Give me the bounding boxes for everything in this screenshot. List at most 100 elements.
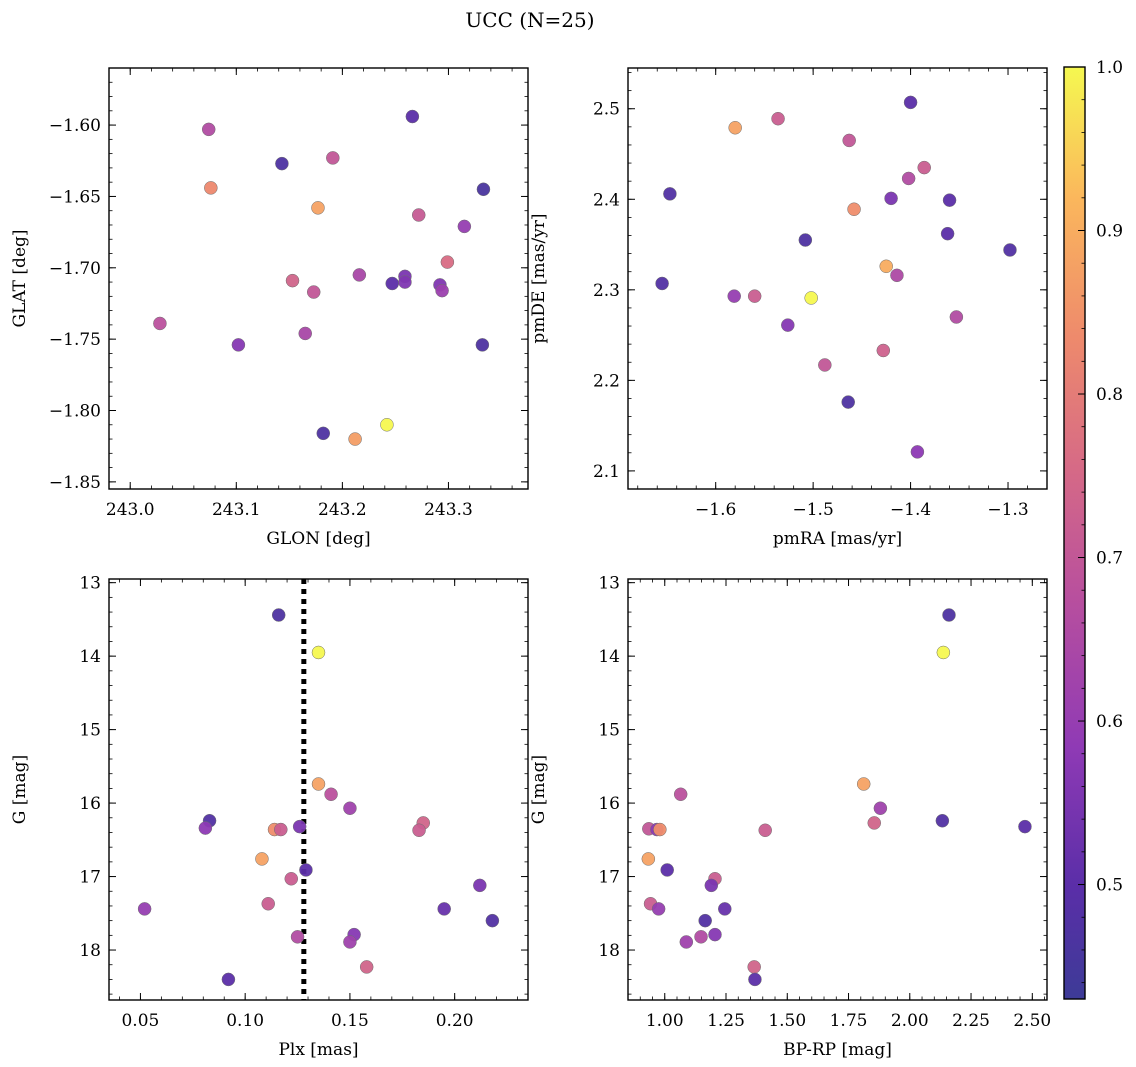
x-tick-label: 2.00 bbox=[891, 1011, 929, 1031]
scatter-point bbox=[198, 821, 213, 835]
scatter-point bbox=[679, 935, 694, 949]
scatter-point bbox=[485, 913, 500, 928]
scatter-point bbox=[879, 259, 893, 274]
y-tick-label: −1.70 bbox=[49, 259, 101, 279]
colorbar-tick-label: 0.9 bbox=[1096, 222, 1123, 242]
scatter-point bbox=[298, 326, 312, 341]
scatter-point bbox=[641, 852, 656, 866]
y-tick-label: 14 bbox=[79, 647, 101, 667]
scatter-point bbox=[708, 927, 722, 942]
scatter-point bbox=[204, 181, 218, 195]
figure-title: UCC (N=25) bbox=[465, 8, 594, 32]
colorbar-tick-label: 0.8 bbox=[1096, 385, 1123, 405]
axes-frame bbox=[108, 578, 529, 1001]
scatter-point bbox=[651, 902, 666, 916]
panel-bottom-left: 0.05 0.10 0.15 0.20 13 14 15 16 17 18 Plx [mas] G [… bbox=[10, 574, 529, 1060]
scatter-point bbox=[311, 201, 325, 215]
x-tick-label: 243.2 bbox=[318, 500, 367, 520]
scatter-point bbox=[473, 878, 487, 893]
y-tick-label: −1.85 bbox=[49, 473, 101, 493]
y-tick-label: 2.5 bbox=[593, 100, 620, 120]
scatter-point bbox=[292, 819, 307, 834]
y-tick-label: 2.3 bbox=[593, 281, 620, 301]
x-tick-label: 1.25 bbox=[707, 1011, 745, 1031]
scatter-point bbox=[935, 813, 950, 828]
scatter-point bbox=[718, 902, 732, 916]
scatter-point bbox=[698, 913, 712, 928]
scatter-point bbox=[781, 318, 795, 332]
y-tick-label: 16 bbox=[79, 794, 101, 814]
y-tick-label: 14 bbox=[598, 647, 620, 667]
y-tick-label: 16 bbox=[598, 794, 620, 814]
scatter-point bbox=[153, 316, 167, 331]
y-tick-label: 17 bbox=[79, 868, 101, 888]
y-tick-label: 13 bbox=[79, 574, 101, 594]
panel-bottom-right: 1.00 1.25 1.50 1.75 2.00 2.25 2.50 13 14 15 16 17 18… bbox=[529, 574, 1051, 1060]
scatter-point bbox=[873, 801, 888, 815]
scatter-point bbox=[704, 878, 719, 893]
scatter-point bbox=[285, 273, 300, 288]
x-axis-label: BP-RP [mag] bbox=[783, 1040, 892, 1060]
colorbar-tick-label: 0.7 bbox=[1096, 549, 1123, 569]
scatter-point bbox=[1018, 819, 1032, 834]
scatter-point bbox=[748, 972, 762, 987]
scatter-point bbox=[284, 872, 299, 886]
scatter-point bbox=[841, 395, 855, 409]
scatter-point bbox=[771, 111, 785, 126]
scatter-point bbox=[231, 338, 246, 352]
y-tick-label: 13 bbox=[598, 574, 620, 594]
scatter-point bbox=[653, 822, 667, 837]
scatter-point bbox=[201, 122, 216, 137]
scatter-point bbox=[728, 121, 742, 135]
scatter-point bbox=[1003, 243, 1017, 257]
scatter-point bbox=[901, 171, 916, 186]
scatter-point bbox=[440, 255, 455, 269]
x-tick-label: −1.4 bbox=[890, 500, 931, 520]
x-tick-label: 1.00 bbox=[646, 1011, 684, 1031]
scatter-point bbox=[380, 418, 394, 432]
scatter-point bbox=[856, 777, 871, 791]
y-axis-label: pmDE [mas/yr] bbox=[529, 213, 549, 343]
x-tick-label: 2.50 bbox=[1013, 1011, 1051, 1031]
y-tick-label: 2.4 bbox=[593, 190, 620, 210]
panel-top-right: −1.6 −1.5 −1.4 −1.3 2.1 2.2 2.3 2.4 2.5 pmRA [mas… bbox=[529, 67, 1048, 549]
scatter-point bbox=[747, 289, 762, 303]
scatter-point bbox=[348, 432, 362, 446]
x-tick-label: 0.10 bbox=[226, 1011, 264, 1031]
panel-top-left: 243.0 243.1 243.2 243.3 −1.60 −1.65 −1.70 −1.75… bbox=[10, 67, 529, 549]
scatter-point bbox=[343, 801, 357, 815]
scatter-point bbox=[867, 816, 882, 830]
scatter-point bbox=[311, 777, 326, 791]
scatter-point bbox=[255, 852, 269, 866]
y-tick-label: 18 bbox=[79, 941, 101, 961]
scatter-point bbox=[884, 191, 898, 206]
colorbar-gradient bbox=[1063, 66, 1086, 1000]
colorbar: 0.5 0.6 0.7 0.8 0.9 1.0 bbox=[1063, 58, 1123, 1000]
x-axis-label: GLON [deg] bbox=[266, 529, 370, 549]
y-axis-label: G [mag] bbox=[529, 755, 549, 824]
y-tick-label: 15 bbox=[79, 721, 101, 741]
scatter-point bbox=[316, 426, 331, 441]
x-tick-label: 0.20 bbox=[436, 1011, 474, 1031]
scatter-point bbox=[847, 202, 861, 216]
x-tick-label: −1.5 bbox=[792, 500, 833, 520]
x-tick-label: 0.05 bbox=[121, 1011, 159, 1031]
y-tick-label: 17 bbox=[598, 868, 620, 888]
scatter-point bbox=[221, 972, 236, 987]
x-tick-label: 0.15 bbox=[331, 1011, 369, 1031]
scatter-point bbox=[435, 283, 449, 298]
x-tick-label: −1.3 bbox=[987, 500, 1028, 520]
scatter-point bbox=[405, 109, 420, 124]
scatter-point bbox=[663, 187, 677, 201]
scatter-point bbox=[411, 208, 426, 222]
y-tick-label: −1.80 bbox=[49, 402, 101, 422]
x-tick-label: 2.25 bbox=[952, 1011, 990, 1031]
scatter-point bbox=[306, 285, 321, 299]
y-axis-label: G [mag] bbox=[10, 755, 30, 824]
scatter-point bbox=[694, 930, 708, 944]
axes-frame bbox=[627, 578, 1048, 1001]
scatter-point bbox=[660, 863, 674, 877]
scatter-point bbox=[747, 960, 761, 974]
scatter-point bbox=[271, 608, 286, 622]
scatter-point bbox=[903, 95, 918, 110]
